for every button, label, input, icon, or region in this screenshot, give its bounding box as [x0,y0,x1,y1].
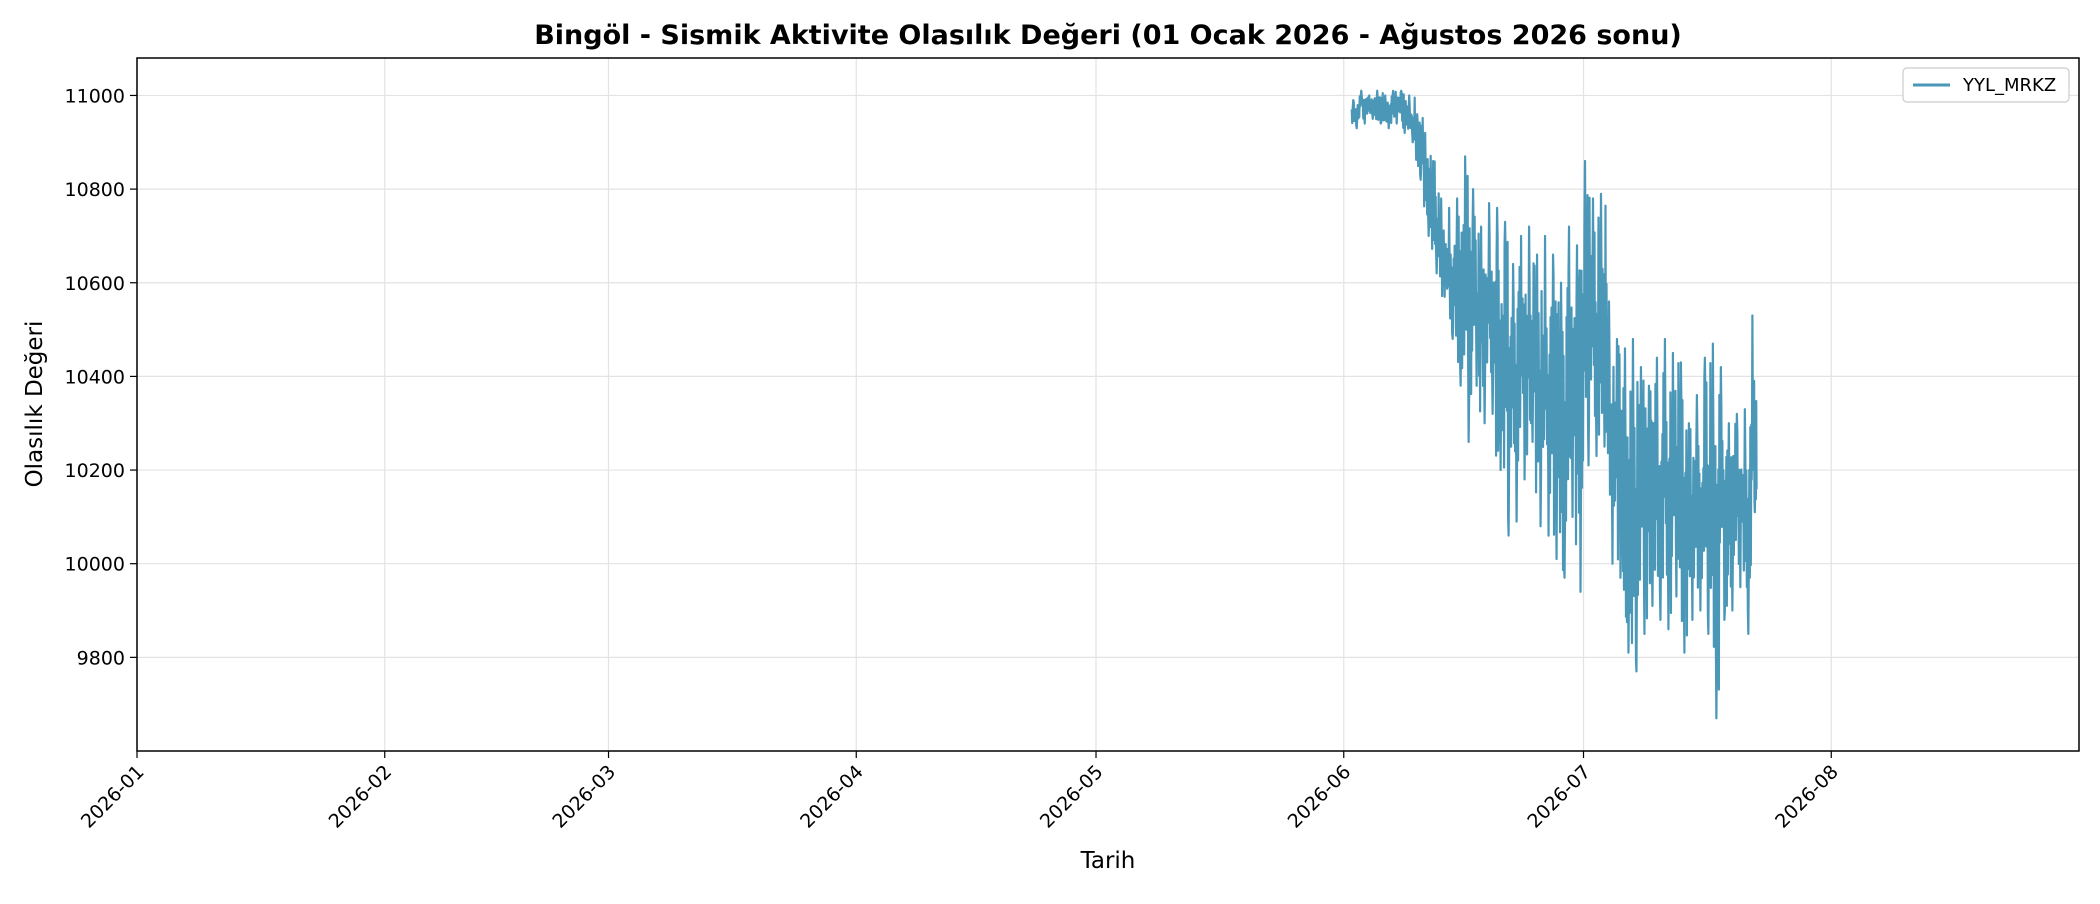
y-axis-label: Olasılık Değeri [22,321,48,488]
series-layer [1350,89,1758,720]
y-tick-label: 10400 [65,366,125,388]
y-tick-label: 10000 [65,554,125,576]
plot-frame [136,57,2080,752]
y-tick-label: 10600 [65,273,125,295]
x-axis-label: Tarih [1080,848,1136,874]
legend-box [1902,67,2070,103]
y-tick-label: 9800 [77,647,125,669]
y-tick-label: 10800 [65,179,125,201]
series-line-yyl_mrkz [1350,89,1758,720]
legend: YYL_MRKZ [1902,67,2070,103]
y-tick-label: 10200 [65,460,125,482]
y-tick-label: 11000 [65,85,125,107]
chart-title: Bingöl - Sismik Aktivite Olasılık Değeri… [534,20,1682,51]
legend-label: YYL_MRKZ [1962,75,2056,96]
